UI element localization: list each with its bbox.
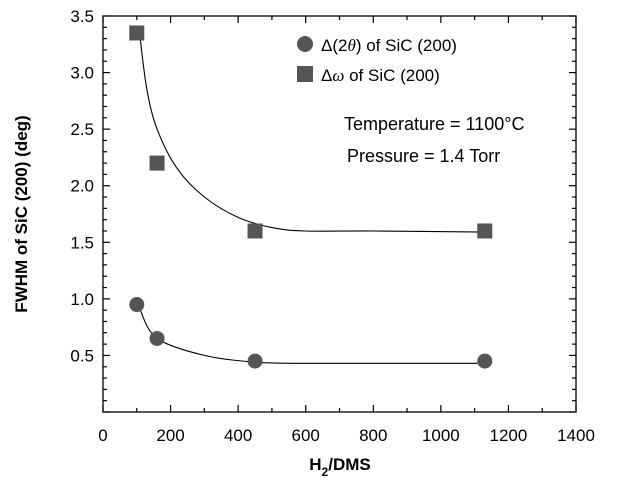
y-tick-label: 2.0 — [70, 177, 94, 196]
y-axis-title: FWHM of SiC (200) (deg) — [12, 115, 31, 312]
data-point-square — [247, 223, 263, 239]
x-tick-label: 800 — [359, 426, 387, 445]
annotation-temperature: Temperature = 1100°C — [344, 114, 524, 134]
data-point-circle — [149, 330, 165, 346]
legend-label-square: Δω of SiC (200) — [321, 66, 440, 85]
y-tick-label: 3.0 — [70, 64, 94, 83]
fit-curve-square — [139, 38, 485, 233]
legend-marker-square — [297, 66, 313, 82]
x-tick-label: 0 — [98, 426, 107, 445]
axis-tick-labels: 0 200 400 600 800 1000 1200 1400 0.5 1.0 1.5 2.0 2.5… — [70, 7, 595, 445]
x-tick-label: 600 — [292, 426, 320, 445]
data-markers — [129, 25, 493, 369]
y-tick-label: 0.5 — [70, 346, 94, 365]
annotation-pressure: Pressure = 1.4 Torr — [347, 146, 500, 166]
data-point-square — [129, 25, 145, 41]
data-point-circle — [129, 297, 145, 313]
legend-marker-circle — [297, 36, 313, 52]
y-tick-label: 2.5 — [70, 120, 94, 139]
fit-curve-circle — [139, 309, 485, 364]
fit-curves — [139, 38, 485, 364]
x-axis-title: H2/DMS — [309, 455, 370, 479]
data-point-square — [149, 155, 165, 171]
y-tick-label: 1.5 — [70, 233, 94, 252]
y-tick-label: 3.5 — [70, 7, 94, 26]
x-tick-label: 400 — [224, 426, 252, 445]
axis-ticks — [102, 15, 577, 413]
data-point-square — [477, 223, 493, 239]
x-tick-label: 1400 — [557, 426, 595, 445]
data-point-circle — [247, 353, 263, 369]
legend-label-circle: Δ(2θ) of SiC (200) — [321, 36, 457, 55]
x-tick-label: 1200 — [490, 426, 528, 445]
x-tick-label: 200 — [156, 426, 184, 445]
data-point-circle — [477, 353, 493, 369]
x-tick-label: 1000 — [422, 426, 460, 445]
legend: Δ(2θ) of SiC (200) Δω of SiC (200) — [297, 36, 457, 85]
y-tick-label: 1.0 — [70, 290, 94, 309]
